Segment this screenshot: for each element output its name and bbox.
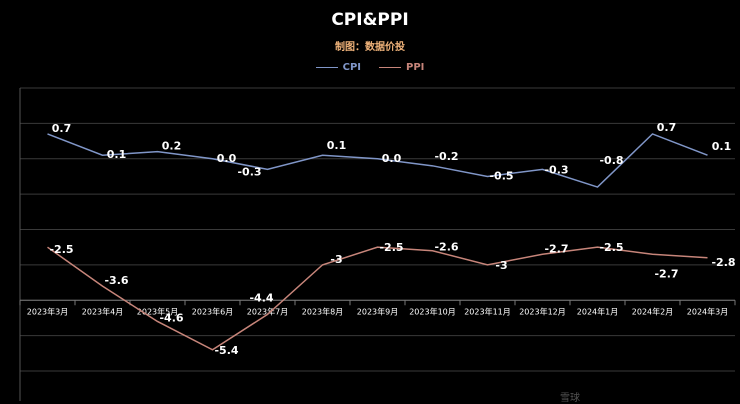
chart-subtitle: 制图：数据价投 — [335, 42, 405, 53]
data-label-ppi: -2.7 — [654, 267, 678, 280]
data-label-ppi: -2.6 — [434, 241, 458, 254]
data-label-ppi: -2.7 — [544, 242, 568, 255]
x-tick-label: 2023年7月 — [247, 306, 288, 316]
data-label-cpi: 0.1 — [712, 140, 732, 153]
data-label-ppi: -4.4 — [249, 291, 273, 304]
data-label-cpi: -0.5 — [489, 169, 513, 182]
data-label-cpi: 0.1 — [107, 148, 127, 161]
legend-label-cpi: CPI — [342, 62, 361, 73]
chart-title: CPI&PPI — [331, 10, 409, 30]
data-label-ppi: -4.6 — [159, 311, 183, 324]
data-label-ppi: -2.8 — [711, 256, 735, 269]
data-label-cpi: 0.0 — [217, 152, 237, 165]
data-label-cpi: 0.7 — [657, 121, 677, 134]
x-tick-label: 2023年8月 — [302, 306, 343, 316]
data-label-cpi: -0.8 — [599, 154, 623, 167]
data-label-cpi: 0.0 — [382, 152, 402, 165]
legend-item-ppi: PPI — [379, 62, 424, 73]
x-tick-label: 2023年4月 — [82, 306, 123, 316]
data-label-ppi: -3 — [495, 259, 507, 272]
x-tick-label: 2023年11月 — [464, 306, 511, 316]
x-tick-label: 2023年6月 — [192, 306, 233, 316]
watermark: 雪球 — [560, 393, 580, 404]
x-tick-label: 2024年1月 — [577, 306, 618, 316]
x-tick-label: 2023年12月 — [519, 306, 566, 316]
data-label-cpi: -0.3 — [237, 165, 261, 178]
data-label-ppi: -5.4 — [214, 344, 238, 357]
x-tick-label: 2024年3月 — [687, 306, 728, 316]
data-label-ppi: -2.5 — [379, 241, 403, 254]
x-tick-label: 2023年9月 — [357, 306, 398, 316]
legend: CPI PPI — [0, 62, 740, 73]
data-label-cpi: 0.7 — [52, 122, 72, 135]
legend-swatch-cpi — [315, 67, 338, 68]
data-label-cpi: -0.3 — [544, 163, 568, 176]
x-tick-label: 2023年5月 — [137, 306, 178, 316]
legend-label-ppi: PPI — [406, 62, 425, 73]
x-tick-label: 2024年2月 — [632, 306, 673, 316]
x-tick-label: 2023年10月 — [409, 306, 456, 316]
x-tick-label: 2023年3月 — [27, 306, 68, 316]
data-label-ppi: -2.5 — [49, 243, 73, 256]
data-label-ppi: -3.6 — [104, 274, 128, 287]
data-label-cpi: 0.2 — [162, 140, 182, 153]
legend-item-cpi: CPI — [315, 62, 361, 73]
series-line-ppi — [47, 246, 708, 351]
data-label-ppi: -2.5 — [599, 241, 623, 254]
data-label-cpi: -0.2 — [434, 150, 458, 163]
data-label-cpi: 0.1 — [327, 139, 347, 152]
legend-swatch-ppi — [379, 67, 401, 68]
data-label-ppi: -3 — [330, 253, 342, 266]
series-line-cpi — [47, 133, 708, 188]
